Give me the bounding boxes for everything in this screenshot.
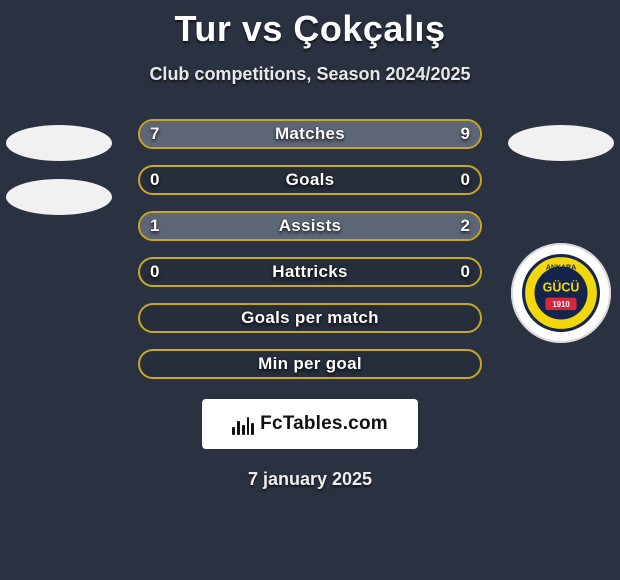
stat-value-right: 2 [461, 216, 470, 236]
player1-avatar-placeholder [6, 125, 112, 161]
stat-row-matches: Matches 7 9 [138, 119, 482, 149]
stat-value-right: 0 [461, 262, 470, 282]
stat-row-goals: Goals 0 0 [138, 165, 482, 195]
stats-area: GÜCÜ 1910 ANKARA Matches 7 9 Goals 0 0 Assists… [0, 119, 620, 397]
svg-text:GÜCÜ: GÜCÜ [543, 279, 580, 294]
stat-row-assists: Assists 1 2 [138, 211, 482, 241]
player2-column: GÜCÜ 1910 ANKARA [496, 119, 620, 343]
chart-icon [232, 413, 254, 435]
svg-text:1910: 1910 [552, 300, 570, 309]
stat-value-right: 9 [461, 124, 470, 144]
player1-club-placeholder [6, 179, 112, 215]
page-subtitle: Club competitions, Season 2024/2025 [0, 64, 620, 85]
svg-text:ANKARA: ANKARA [546, 265, 576, 272]
branding-text: FcTables.com [260, 413, 388, 435]
stat-value-left: 7 [150, 124, 159, 144]
stat-value-left: 0 [150, 170, 159, 190]
page-title: Tur vs Çokçalış [0, 0, 620, 50]
stat-label: Matches [275, 124, 345, 144]
club-badge-icon: GÜCÜ 1910 ANKARA [522, 254, 600, 332]
footer-date: 7 january 2025 [0, 469, 620, 490]
bar-fill-left [140, 121, 289, 147]
branding-badge: FcTables.com [202, 399, 418, 449]
stat-bars: Matches79Goals00Assists12Hattricks00Goal… [138, 119, 482, 395]
stat-label: Goals [286, 170, 335, 190]
stat-value-left: 1 [150, 216, 159, 236]
player1-column [0, 119, 124, 215]
stat-label: Goals per match [241, 308, 379, 328]
stat-label: Assists [279, 216, 342, 236]
player2-avatar-placeholder [508, 125, 614, 161]
stat-label: Hattricks [272, 262, 347, 282]
stat-value-right: 0 [461, 170, 470, 190]
stat-value-left: 0 [150, 262, 159, 282]
stat-row-hattricks: Hattricks 0 0 [138, 257, 482, 287]
stat-label: Min per goal [258, 354, 362, 374]
stat-row-goals-per-match: Goals per match [138, 303, 482, 333]
player2-club-badge: GÜCÜ 1910 ANKARA [511, 243, 611, 343]
stat-row-min-per-goal: Min per goal [138, 349, 482, 379]
